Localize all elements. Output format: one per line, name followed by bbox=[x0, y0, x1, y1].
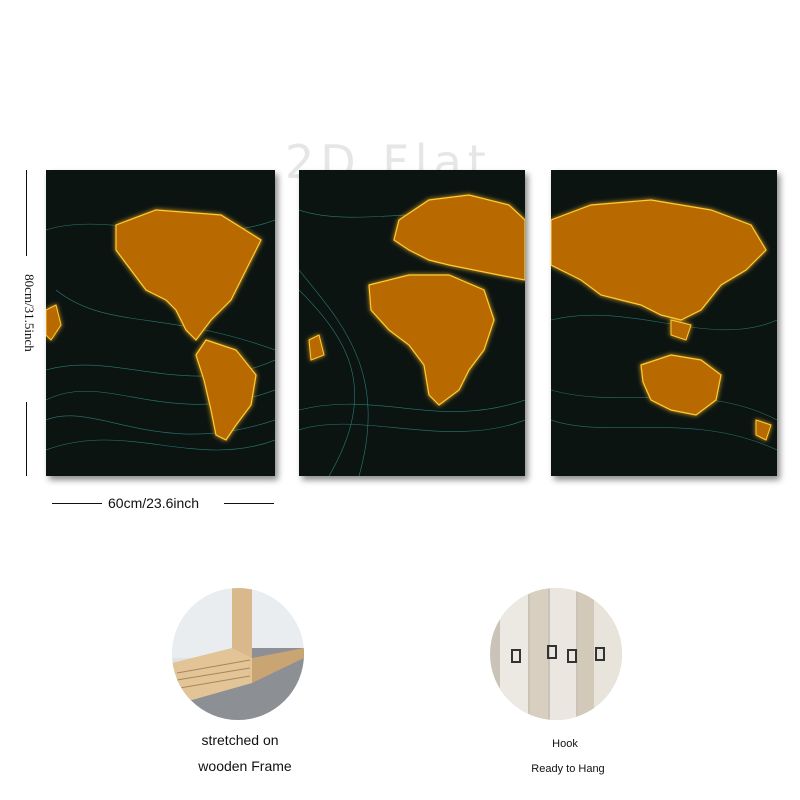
world-map-europe-africa-icon bbox=[299, 194, 525, 476]
width-dimension-line-left bbox=[52, 503, 102, 504]
height-dimension-line-top bbox=[26, 170, 27, 256]
height-dimension-label: 80cm/31.5inch bbox=[22, 274, 37, 352]
world-map-americas-icon bbox=[46, 209, 275, 451]
width-dimension-line-right bbox=[224, 503, 274, 504]
wooden-frame-photo bbox=[172, 588, 304, 720]
canvas-panel-middle bbox=[299, 170, 525, 476]
feature-caption-frame-line1: stretched on bbox=[201, 732, 279, 748]
wooden-frame-icon bbox=[172, 588, 304, 720]
width-dimension-label: 60cm/23.6inch bbox=[108, 495, 200, 511]
canvas-panel-right bbox=[551, 170, 777, 476]
canvas-panel-left bbox=[46, 170, 275, 476]
height-dimension-line-bottom bbox=[26, 402, 27, 476]
hook-photo bbox=[490, 588, 622, 720]
feature-caption-hook-line1: Hook bbox=[552, 738, 578, 750]
world-map-asia-australia-icon bbox=[551, 199, 777, 451]
feature-caption-hook-line2: Ready to Hang bbox=[531, 763, 605, 775]
feature-caption-frame-line2: wooden Frame bbox=[198, 758, 292, 774]
hook-icon bbox=[490, 588, 622, 720]
